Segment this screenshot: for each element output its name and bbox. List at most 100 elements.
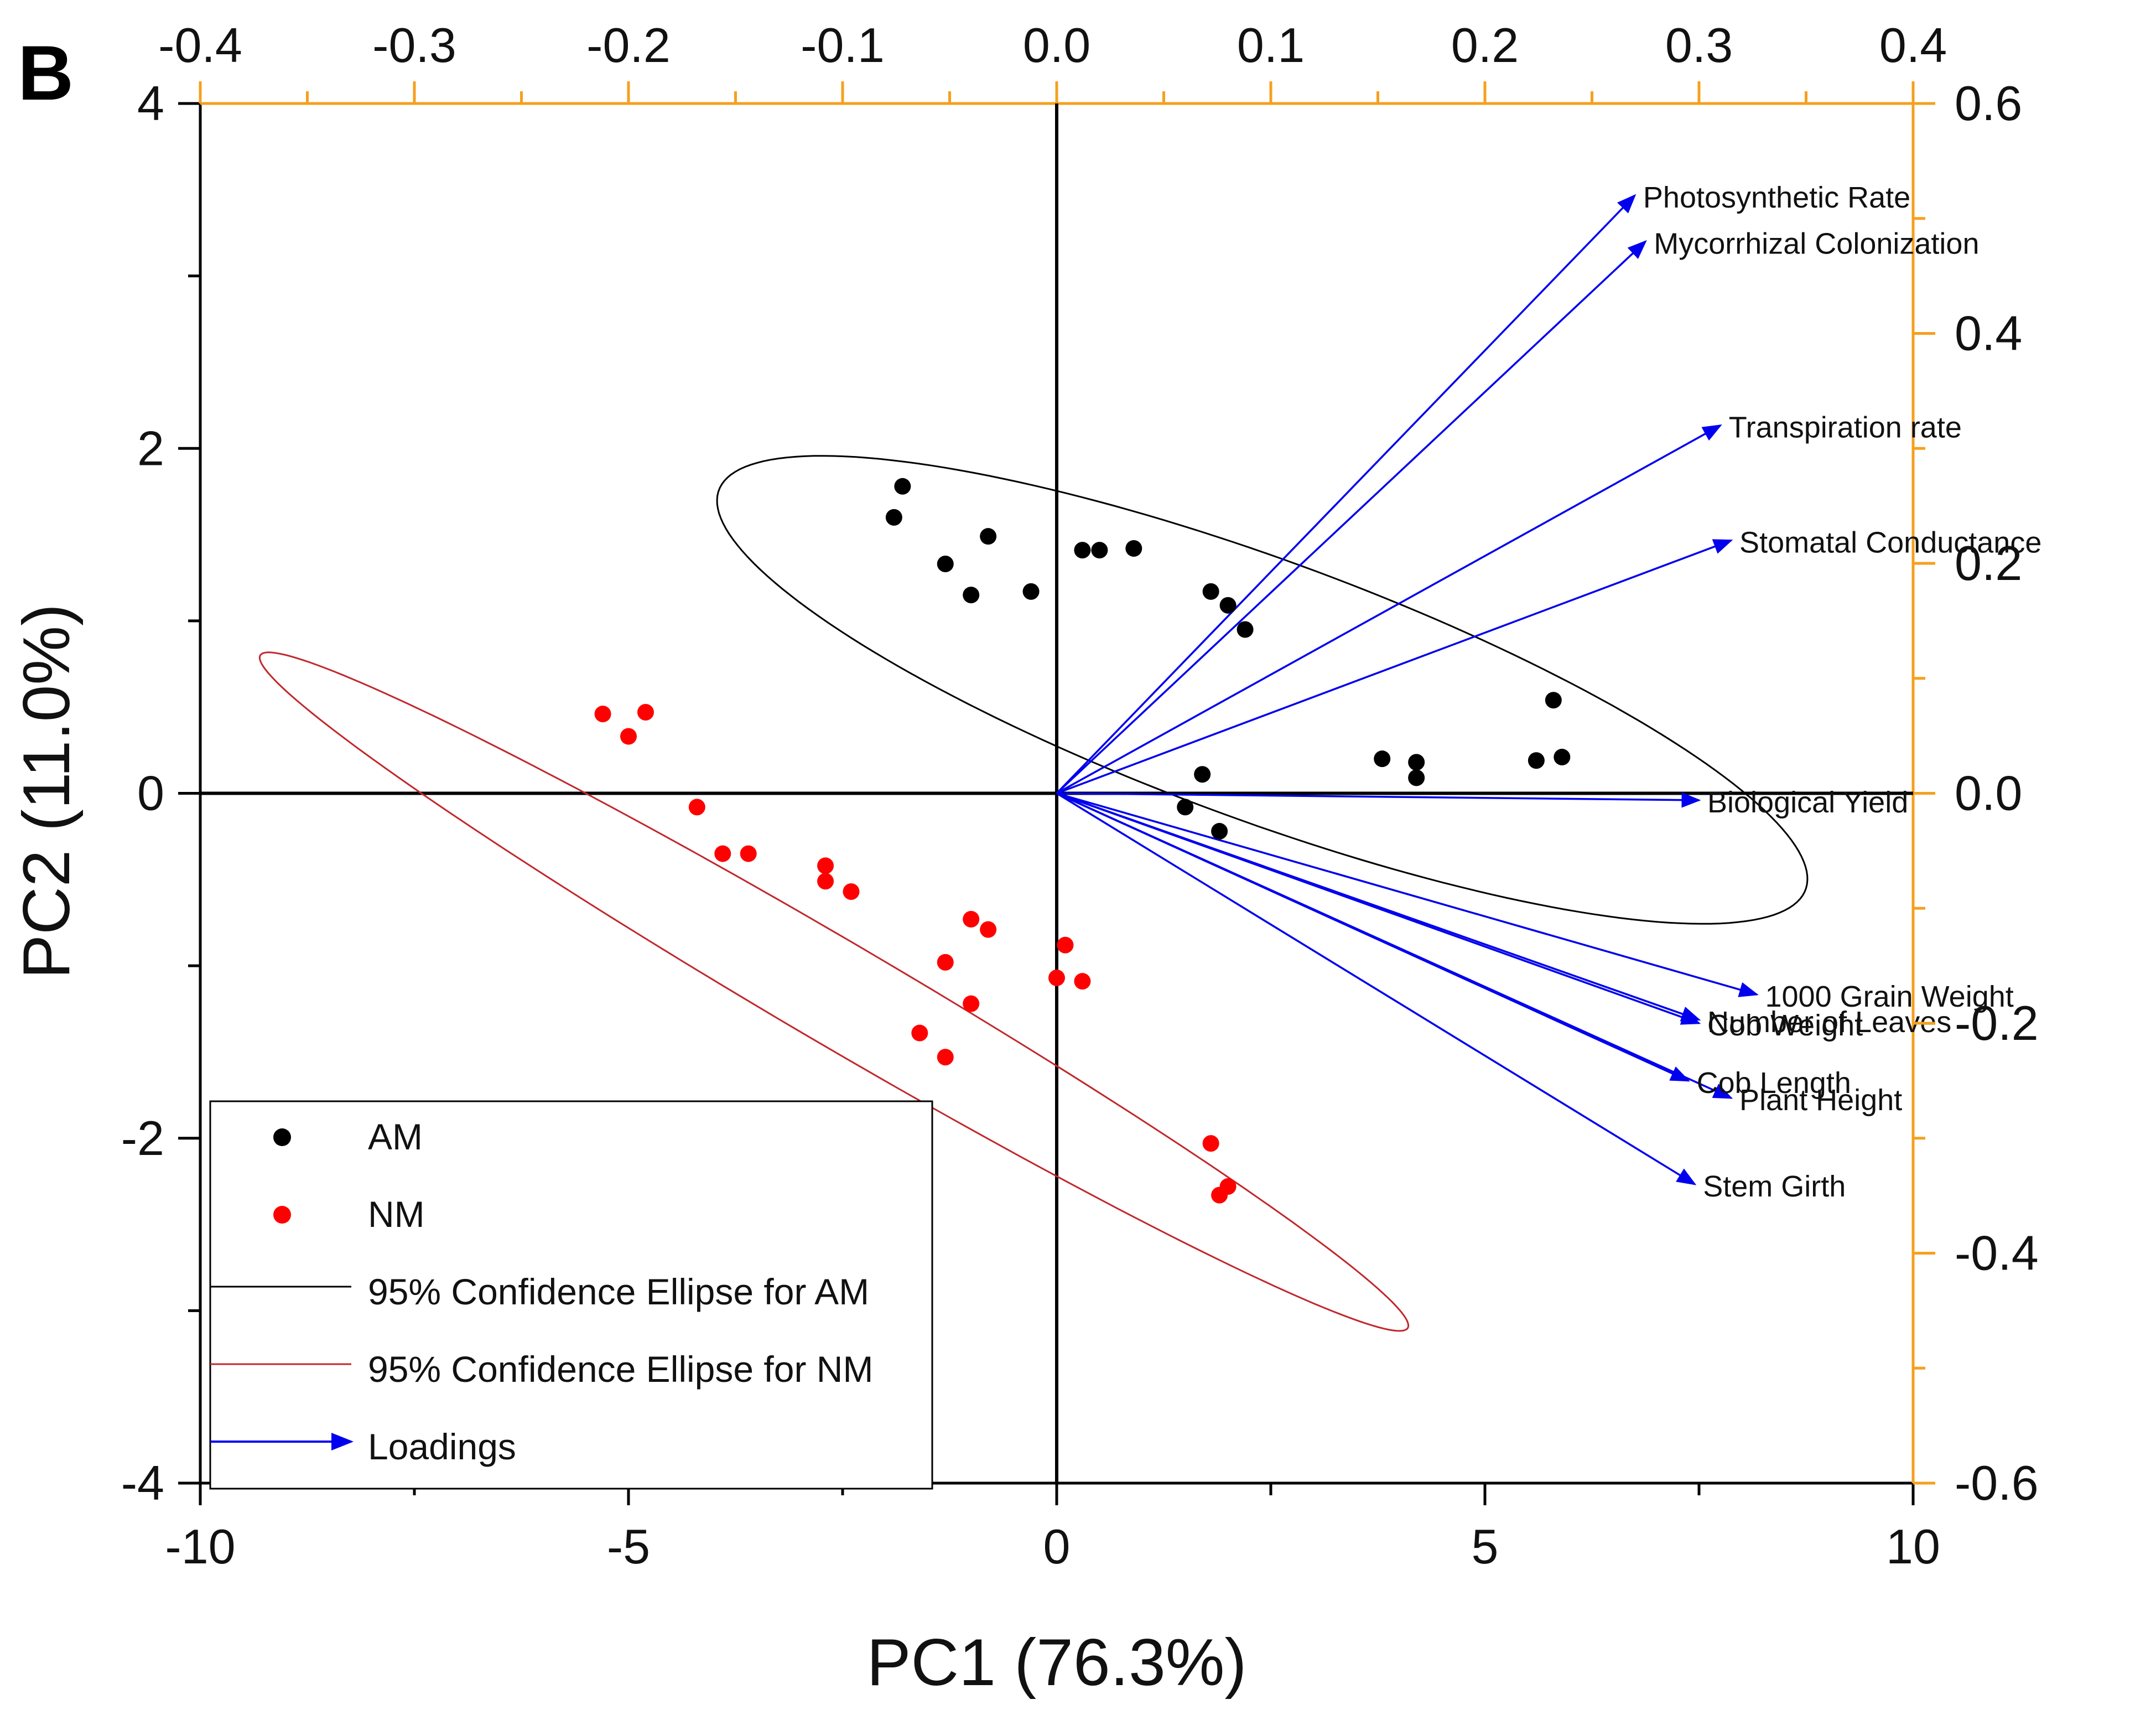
- panel-label: B: [18, 29, 74, 116]
- am-point: [1125, 540, 1142, 557]
- y-tick-label: 2: [137, 421, 164, 475]
- top-tick-label: -0.4: [158, 18, 242, 72]
- am-point: [1202, 583, 1219, 600]
- nm-point: [817, 873, 834, 890]
- right-tick-label: -0.6: [1955, 1455, 2039, 1510]
- am-point: [937, 556, 954, 573]
- legend-label: AM: [368, 1116, 423, 1157]
- loadings-group: Photosynthetic Rate Mycorrhizal Colonizat…: [1056, 181, 2041, 1203]
- am-point: [1074, 542, 1091, 559]
- legend-dot: [273, 1128, 291, 1146]
- loading-label: Stem Girth: [1703, 1170, 1846, 1203]
- top-tick-label: 0.3: [1665, 18, 1733, 72]
- x-tick-label: -10: [165, 1519, 235, 1574]
- top-tick-label: -0.3: [372, 18, 456, 72]
- loading-arrow: [1056, 792, 1690, 1082]
- nm-confidence-ellipse: [258, 651, 1410, 1332]
- loading-arrow: [1056, 792, 1759, 997]
- loading-label: Plant Height: [1739, 1084, 1902, 1117]
- nm-point: [963, 910, 980, 928]
- am-point: [980, 528, 997, 545]
- right-tick-label: -0.4: [1955, 1226, 2039, 1281]
- loading-arrow: [1056, 792, 1697, 1185]
- loading-label: Number of Leaves: [1707, 1006, 1951, 1039]
- top-tick-label: 0.1: [1237, 18, 1305, 72]
- am-point: [1211, 823, 1228, 840]
- x-tick-label: -5: [607, 1519, 650, 1574]
- nm-point: [714, 845, 731, 862]
- nm-point: [1048, 969, 1065, 986]
- nm-point: [637, 704, 654, 721]
- am-point: [1091, 542, 1108, 559]
- loading-label: Cob Length: [1697, 1066, 1851, 1100]
- top-tick-label: 0.4: [1879, 18, 1947, 72]
- y-axis-title: PC2 (11.0%): [9, 604, 84, 979]
- y-tick-label: -4: [121, 1455, 164, 1510]
- legend-label: Loadings: [368, 1426, 516, 1467]
- am-point: [1374, 750, 1391, 768]
- x-axis-title: PC1 (76.3%): [867, 1625, 1247, 1700]
- loading-label: Stomatal Conductance: [1739, 526, 2041, 559]
- nm-point: [1074, 973, 1091, 990]
- am-confidence-ellipse: [716, 455, 1809, 925]
- right-tick-label: -0.2: [1955, 996, 2039, 1050]
- nm-point: [688, 799, 705, 816]
- loading-arrow: [1056, 792, 1701, 1025]
- ellipses-group: [258, 455, 1809, 1332]
- loading-label: Transpiration rate: [1729, 411, 1962, 444]
- nm-point: [843, 883, 860, 900]
- am-point: [1545, 692, 1562, 709]
- nm-point: [1202, 1135, 1219, 1152]
- legend-label: 95% Confidence Ellipse for AM: [368, 1271, 869, 1312]
- legend-label: 95% Confidence Ellipse for NM: [368, 1349, 873, 1390]
- right-tick-label: 0.6: [1955, 76, 2022, 131]
- nm-point: [980, 921, 997, 938]
- loading-label: 1000 Grain Weight: [1765, 980, 2013, 1013]
- top-tick-label: -0.2: [586, 18, 671, 72]
- nm-point: [937, 1049, 954, 1066]
- loading-label: Cob Weight: [1707, 1009, 1863, 1042]
- nm-point: [594, 706, 611, 723]
- am-point: [1408, 769, 1425, 786]
- am-point: [1194, 766, 1211, 783]
- x-tick-label: 0: [1043, 1519, 1071, 1574]
- am-point: [1237, 621, 1254, 638]
- top-tick-label: 0.2: [1451, 18, 1519, 72]
- y-tick-label: -2: [121, 1111, 164, 1165]
- am-point: [963, 587, 980, 604]
- y-tick-label: 4: [137, 76, 164, 131]
- legend-box: [209, 1100, 933, 1490]
- nm-point: [1057, 936, 1074, 954]
- am-point: [1554, 749, 1571, 766]
- loading-arrow: [1056, 539, 1733, 795]
- loading-arrow: [1056, 792, 1701, 808]
- top-tick-label: -0.1: [801, 18, 885, 72]
- am-point: [885, 509, 902, 526]
- nm-point: [937, 954, 954, 971]
- x-tick-label: 10: [1886, 1519, 1940, 1574]
- top-tick-label: 0.0: [1023, 18, 1090, 72]
- legend: AM NM 95% Confidence Ellipse for AM 95% Con…: [209, 1100, 933, 1490]
- loading-label: Mycorrhizal Colonization: [1654, 227, 1979, 260]
- am-point: [1022, 583, 1040, 600]
- loading-label: Photosynthetic Rate: [1643, 181, 1910, 214]
- loading-arrow: [1056, 240, 1647, 794]
- loading-arrow: [1056, 424, 1722, 795]
- nm-point: [817, 857, 834, 874]
- am-point: [1219, 597, 1237, 614]
- right-tick-label: 0.4: [1955, 306, 2022, 361]
- right-tick-label: 0.0: [1955, 766, 2022, 821]
- loading-arrow: [1056, 194, 1637, 794]
- nm-point: [740, 845, 757, 862]
- loading-label: Biological Yield: [1707, 786, 1908, 819]
- right-tick-label: 0.2: [1955, 536, 2022, 590]
- nm-point: [963, 995, 980, 1012]
- am-point: [894, 478, 911, 495]
- am-point: [1408, 754, 1425, 771]
- y-tick-label: 0: [137, 766, 164, 821]
- legend-label: NM: [368, 1194, 425, 1235]
- am-point: [1177, 799, 1194, 816]
- x-tick-label: 5: [1472, 1519, 1499, 1574]
- nm-point: [911, 1024, 928, 1042]
